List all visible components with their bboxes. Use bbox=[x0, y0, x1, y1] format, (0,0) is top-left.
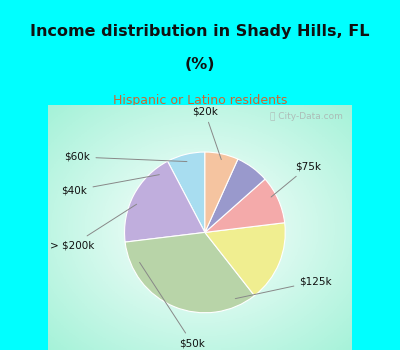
Text: $125k: $125k bbox=[235, 276, 332, 299]
Text: (%): (%) bbox=[185, 57, 215, 72]
Text: Hispanic or Latino residents: Hispanic or Latino residents bbox=[113, 94, 287, 107]
Wedge shape bbox=[205, 159, 265, 232]
Wedge shape bbox=[168, 152, 205, 232]
Text: ⓘ City-Data.com: ⓘ City-Data.com bbox=[270, 112, 343, 121]
Wedge shape bbox=[205, 179, 285, 232]
Wedge shape bbox=[205, 152, 238, 232]
Wedge shape bbox=[205, 223, 285, 296]
Wedge shape bbox=[124, 161, 205, 242]
Text: Income distribution in Shady Hills, FL: Income distribution in Shady Hills, FL bbox=[30, 24, 370, 39]
Wedge shape bbox=[125, 232, 254, 313]
Text: $20k: $20k bbox=[192, 107, 221, 160]
Text: $60k: $60k bbox=[64, 152, 187, 162]
Text: $75k: $75k bbox=[271, 162, 321, 197]
Text: $50k: $50k bbox=[140, 262, 205, 348]
Text: $40k: $40k bbox=[62, 175, 159, 195]
Text: > $200k: > $200k bbox=[50, 204, 137, 250]
